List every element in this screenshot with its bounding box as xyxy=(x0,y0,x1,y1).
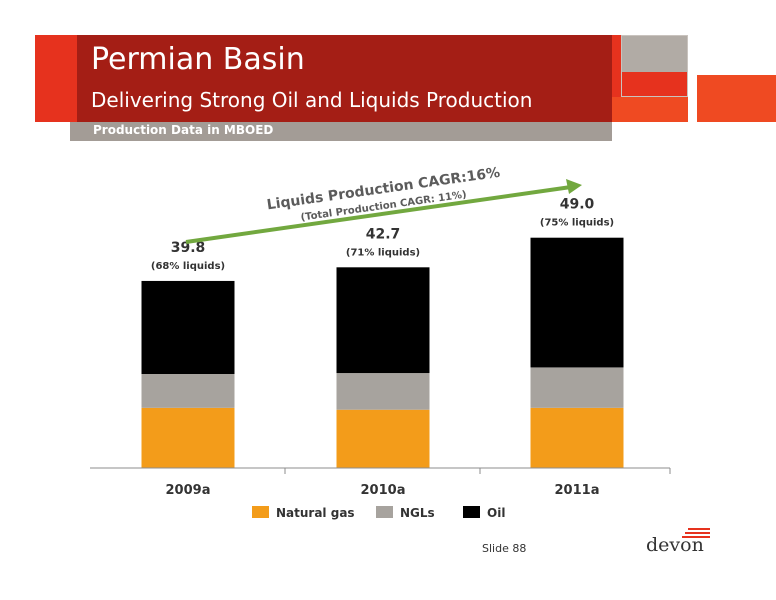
legend-label-oil: Oil xyxy=(487,506,505,520)
title-banner xyxy=(35,35,612,122)
bar-segment-natural-gas xyxy=(336,409,430,468)
bar-total-label: 49.0 xyxy=(560,197,595,213)
legend: Natural gas NGLs Oil xyxy=(252,506,505,520)
cagr-arrow-line xyxy=(185,185,572,244)
page-title: Permian Basin xyxy=(91,42,305,77)
bar-total-label: 39.8 xyxy=(171,240,206,256)
section-strip xyxy=(70,122,612,141)
slide-number: Slide 88 xyxy=(482,542,527,555)
bar-segment-ngls xyxy=(141,374,235,408)
bar-segment-oil xyxy=(530,237,624,368)
bar-segment-ngls xyxy=(530,367,624,408)
title-banner-left-accent xyxy=(35,35,77,122)
section-label: Production Data in MBOED xyxy=(93,123,274,137)
x-tick-label: 2009a xyxy=(166,483,211,498)
bar-segment-natural-gas xyxy=(530,407,624,468)
bar-total-label: 42.7 xyxy=(366,226,401,242)
title-banner-gray-block xyxy=(621,35,688,72)
bar-segment-ngls xyxy=(336,373,430,410)
bar-group xyxy=(141,237,624,468)
bar-liquids-label: (68% liquids) xyxy=(151,261,225,272)
bar-segment-oil xyxy=(336,267,430,374)
cagr-arrow-head xyxy=(566,179,582,194)
legend-swatch-oil xyxy=(463,506,480,518)
title-banner-outline-box xyxy=(621,35,688,97)
title-banner-right-lower-block xyxy=(612,97,688,122)
page-subtitle: Delivering Strong Oil and Liquids Produc… xyxy=(91,88,533,112)
legend-label-ngls: NGLs xyxy=(400,506,435,520)
devon-logo-mark xyxy=(682,528,710,538)
bar-segment-oil xyxy=(141,280,235,374)
legend-swatch-ngls xyxy=(376,506,393,518)
x-tick-label: 2011a xyxy=(555,483,600,498)
x-tick-label: 2010a xyxy=(361,483,406,498)
devon-logo-text: devon xyxy=(646,534,704,556)
bar-liquids-label: (71% liquids) xyxy=(346,247,420,258)
legend-swatch-natural-gas xyxy=(252,506,269,518)
bar-segment-natural-gas xyxy=(141,407,235,468)
title-banner-orange-accent xyxy=(697,75,776,122)
label-group: 39.8 (68% liquids) 2009a 42.7 (71% liquids) 2… xyxy=(151,197,614,498)
bar-liquids-label: (75% liquids) xyxy=(540,218,614,229)
legend-label-natural-gas: Natural gas xyxy=(276,506,355,520)
